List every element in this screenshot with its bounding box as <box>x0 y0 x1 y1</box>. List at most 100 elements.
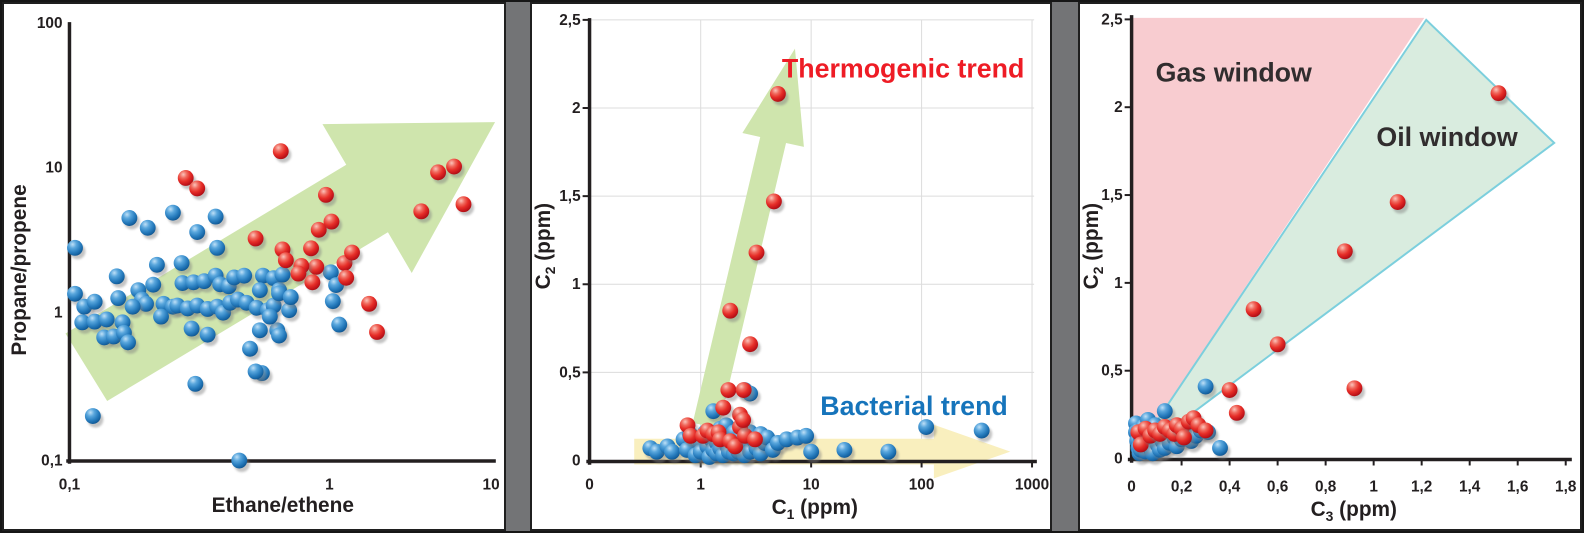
data-point <box>446 158 462 175</box>
data-point <box>1156 403 1173 420</box>
data-point <box>720 382 737 398</box>
data-point <box>272 143 289 160</box>
data-point <box>747 431 763 448</box>
data-point <box>207 208 224 225</box>
y-tick-label: 100 <box>37 15 63 32</box>
x-tick-label: 1 <box>1369 478 1378 495</box>
y-tick-label: 0 <box>572 452 581 469</box>
data-point <box>742 336 759 353</box>
oil-window-label: Oil window <box>1376 122 1517 152</box>
data-points-red <box>177 143 475 344</box>
data-point <box>290 265 307 282</box>
x-tick-label: 1000 <box>1015 476 1049 493</box>
x-axis-title: C3 (ppm) <box>1311 498 1397 524</box>
data-point <box>918 419 935 435</box>
x-tick-label: 100 <box>909 476 935 493</box>
data-point <box>682 427 699 444</box>
y-axis-title: C2 (ppm) <box>532 203 558 289</box>
data-point <box>1389 194 1406 211</box>
data-point <box>145 276 162 293</box>
data-point <box>277 252 294 269</box>
y-tick-label: 0 <box>1114 450 1123 467</box>
x-tick-label: 0 <box>1127 478 1136 495</box>
data-point <box>1269 336 1286 353</box>
data-point <box>455 196 472 213</box>
data-point <box>251 322 268 339</box>
tick-labels: 2,5 2 1,5 1 0,5 00 1 10 100 1000 <box>559 12 1049 493</box>
data-point <box>1212 440 1228 456</box>
trend-arrow-0 <box>692 48 804 429</box>
data-point <box>722 302 739 319</box>
data-point <box>735 382 752 398</box>
trend-arrow-1 <box>634 424 1011 479</box>
thermogenic-trend-label: Thermogenic trend <box>782 53 1025 83</box>
data-point <box>1245 301 1262 318</box>
data-point <box>308 258 325 275</box>
data-point <box>108 268 125 285</box>
data-point <box>727 438 744 455</box>
y-tick-label: 1,5 <box>559 188 581 205</box>
axes <box>1127 15 1572 463</box>
data-point <box>430 164 447 181</box>
data-point <box>318 186 334 203</box>
x-tick-label: 10 <box>483 476 500 493</box>
data-point <box>124 298 141 315</box>
data-point <box>120 334 136 351</box>
data-point <box>282 289 299 306</box>
data-point <box>110 290 127 307</box>
data-points-red <box>1130 85 1510 456</box>
data-point <box>183 320 200 337</box>
data-point <box>1176 429 1192 446</box>
x-tick-label: 0,6 <box>1267 478 1288 495</box>
bacterial-trend-label: Bacterial trend <box>820 391 1008 421</box>
y-tick-label: 0,1 <box>41 452 63 469</box>
data-point <box>261 308 278 325</box>
data-point <box>748 244 765 261</box>
data-point <box>304 274 321 291</box>
y-tick-label: 1 <box>54 305 63 322</box>
data-point <box>231 452 248 469</box>
y-tick-label: 1,5 <box>1101 187 1123 204</box>
y-tick-label: 2,5 <box>1101 11 1123 28</box>
data-point <box>1228 404 1245 421</box>
data-point <box>1197 378 1214 395</box>
data-point <box>413 203 430 220</box>
data-point <box>121 210 138 226</box>
x-tick-label: 0,2 <box>1171 478 1192 495</box>
panel-propane-ethane: 100 10 1 0,1 0,1 1 10 Ethane/ethene Propane/prop… <box>2 2 506 531</box>
data-point <box>177 170 194 186</box>
data-point <box>1346 380 1363 397</box>
data-point <box>836 442 853 458</box>
data-point <box>139 219 156 236</box>
data-point <box>209 239 226 256</box>
data-point <box>148 256 165 273</box>
data-point <box>735 412 752 428</box>
x-tick-label: 1,2 <box>1411 478 1432 495</box>
chart-svg-1: 2,5 2 1,5 1 0,5 00 1 10 100 1000 C1 (ppm) C2 (ppm) T… <box>532 12 1049 522</box>
tick-labels: 100 10 1 0,1 0,1 1 10 <box>37 15 500 493</box>
x-tick-label: 10 <box>803 476 820 493</box>
data-point <box>247 230 264 247</box>
y-tick-label: 2,5 <box>559 12 581 29</box>
data-point <box>765 193 782 210</box>
data-point <box>664 443 680 460</box>
tick-marks <box>1124 18 1567 466</box>
data-point <box>236 267 253 284</box>
data-point <box>67 285 83 302</box>
data-point <box>271 327 287 344</box>
data-point <box>251 282 268 299</box>
data-point <box>187 375 204 392</box>
y-axis-title: Propane/propene <box>8 184 31 355</box>
data-point <box>310 221 327 238</box>
x-tick-label: 1,6 <box>1507 478 1528 495</box>
data-point <box>153 308 169 325</box>
data-point <box>324 293 341 310</box>
gas-window-label: Gas window <box>1156 57 1312 87</box>
y-tick-label: 0,5 <box>1101 363 1123 380</box>
y-tick-label: 2 <box>1114 99 1123 116</box>
data-points-blue <box>67 204 350 473</box>
data-point <box>189 224 206 240</box>
data-point <box>67 239 83 256</box>
x-tick-label: 1 <box>325 476 334 493</box>
